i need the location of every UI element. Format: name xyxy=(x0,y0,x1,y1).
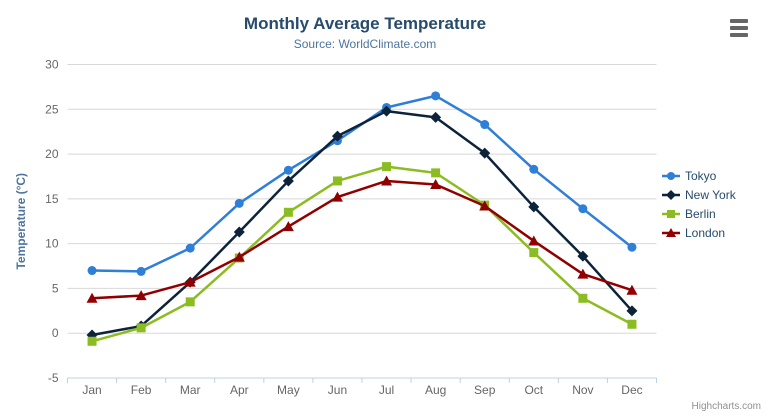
data-point-marker[interactable] xyxy=(282,221,294,232)
x-axis-tick-label: Nov xyxy=(572,383,593,397)
data-point-marker[interactable] xyxy=(282,175,294,187)
chart-title: Monthly Average Temperature xyxy=(243,14,487,33)
data-point-marker[interactable] xyxy=(136,323,146,333)
data-point-marker[interactable] xyxy=(626,305,638,317)
legend-item-berlin[interactable]: Berlin xyxy=(662,205,736,223)
data-point-marker[interactable] xyxy=(529,248,539,258)
data-point-marker[interactable] xyxy=(382,162,392,172)
data-point-marker[interactable] xyxy=(136,266,146,276)
legend-label: Tokyo xyxy=(685,169,717,183)
x-axis-tick-label: Dec xyxy=(621,383,642,397)
x-axis-tick-label: May xyxy=(277,383,300,397)
data-point-marker[interactable] xyxy=(578,293,588,303)
data-point-marker[interactable] xyxy=(627,319,637,329)
data-point-marker[interactable] xyxy=(431,91,441,101)
data-point-marker[interactable] xyxy=(381,105,393,117)
x-axis-tick-label: Sep xyxy=(474,383,496,397)
data-point-marker[interactable] xyxy=(185,297,195,307)
data-point-marker[interactable] xyxy=(430,111,442,123)
data-point-marker[interactable] xyxy=(233,251,245,262)
data-point-marker[interactable] xyxy=(577,250,589,262)
data-point-marker[interactable] xyxy=(529,164,539,174)
y-axis-tick-label: 0 xyxy=(52,326,59,340)
data-point-marker[interactable] xyxy=(431,168,441,178)
series-line xyxy=(91,165,633,343)
highcharts-credits-link[interactable]: Highcharts.com xyxy=(691,401,761,412)
data-point-marker[interactable] xyxy=(480,120,490,130)
series-london[interactable] xyxy=(86,175,638,303)
square-marker-icon xyxy=(662,210,680,218)
legend: Tokyo New York Berlin London xyxy=(662,167,736,242)
series-new-york[interactable] xyxy=(86,105,638,341)
data-point-marker[interactable] xyxy=(479,147,491,159)
y-axis-tick-label: 30 xyxy=(45,58,59,72)
series-tokyo[interactable] xyxy=(87,91,637,276)
series-line xyxy=(91,179,633,300)
x-axis-tick-label: Aug xyxy=(425,383,446,397)
series-line xyxy=(92,94,633,273)
circle-marker-icon xyxy=(662,172,680,180)
x-axis-tick-label: Jan xyxy=(82,383,101,397)
legend-label: New York xyxy=(685,188,736,202)
y-axis-tick-label: 10 xyxy=(45,237,59,251)
data-point-marker[interactable] xyxy=(283,165,293,175)
data-point-marker[interactable] xyxy=(283,207,293,217)
data-point-marker[interactable] xyxy=(184,276,196,287)
data-point-marker[interactable] xyxy=(479,200,491,211)
hamburger-icon[interactable] xyxy=(728,17,752,39)
legend-item-new-york[interactable]: New York xyxy=(662,186,736,204)
data-point-marker[interactable] xyxy=(627,242,637,252)
x-axis-tick-label: Oct xyxy=(524,383,543,397)
data-point-marker[interactable] xyxy=(86,292,98,303)
diamond-marker-icon xyxy=(662,190,680,200)
data-point-marker[interactable] xyxy=(528,235,540,246)
x-axis-tick-label: Feb xyxy=(131,383,152,397)
legend-item-tokyo[interactable]: Tokyo xyxy=(662,167,736,185)
x-axis-tick-label: Jun xyxy=(328,383,347,397)
chart-subtitle: Source: WorldClimate.com xyxy=(293,37,437,51)
y-axis-tick-label: 20 xyxy=(45,147,59,161)
data-point-marker[interactable] xyxy=(626,284,638,295)
legend-label: Berlin xyxy=(685,207,716,221)
data-point-marker[interactable] xyxy=(233,226,245,238)
legend-label: London xyxy=(685,226,726,240)
y-axis-tick-label: 25 xyxy=(45,102,59,116)
data-point-marker[interactable] xyxy=(87,336,97,346)
data-point-marker[interactable] xyxy=(87,266,97,276)
data-point-marker[interactable] xyxy=(578,204,588,214)
data-point-marker[interactable] xyxy=(135,290,147,301)
y-axis-title: Temperature (°C) xyxy=(14,173,28,270)
x-axis-tick-label: Apr xyxy=(230,383,249,397)
data-point-marker[interactable] xyxy=(234,198,244,208)
legend-item-london[interactable]: London xyxy=(662,224,736,242)
data-point-marker[interactable] xyxy=(331,130,343,142)
y-axis-tick-label: 15 xyxy=(45,192,59,206)
y-axis-tick-label: 5 xyxy=(52,281,59,295)
data-point-marker[interactable] xyxy=(332,176,342,186)
x-axis-tick-label: Jul xyxy=(379,383,394,397)
y-axis-tick-label: -5 xyxy=(48,371,59,385)
data-point-marker[interactable] xyxy=(577,268,589,279)
x-axis-tick-label: Mar xyxy=(180,383,201,397)
series-line xyxy=(91,109,633,337)
triangle-marker-icon xyxy=(662,228,680,237)
data-point-marker[interactable] xyxy=(331,191,343,202)
data-point-marker[interactable] xyxy=(381,175,393,186)
data-point-marker[interactable] xyxy=(528,201,540,213)
data-point-marker[interactable] xyxy=(185,243,195,253)
data-point-marker[interactable] xyxy=(430,179,442,190)
